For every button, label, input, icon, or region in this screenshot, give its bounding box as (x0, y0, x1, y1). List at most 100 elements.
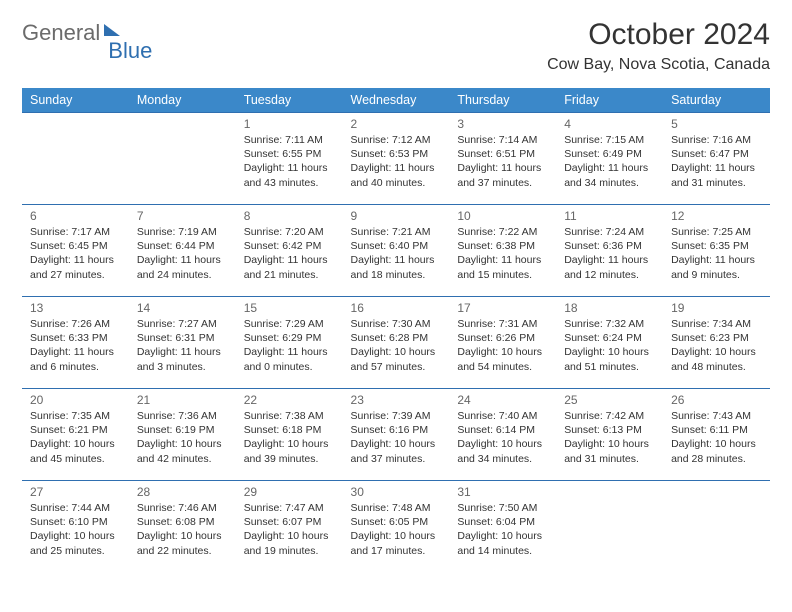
calendar-cell: 21Sunrise: 7:36 AMSunset: 6:19 PMDayligh… (129, 389, 236, 481)
calendar-cell: 15Sunrise: 7:29 AMSunset: 6:29 PMDayligh… (236, 297, 343, 389)
daylight-line: Daylight: 11 hours and 15 minutes. (457, 253, 548, 281)
sunrise-line: Sunrise: 7:29 AM (244, 317, 335, 331)
calendar-week-row: 6Sunrise: 7:17 AMSunset: 6:45 PMDaylight… (22, 205, 770, 297)
day-details: Sunrise: 7:29 AMSunset: 6:29 PMDaylight:… (244, 317, 335, 374)
sunset-line: Sunset: 6:31 PM (137, 331, 228, 345)
calendar-cell: 19 Sunrise: 7:34 AMSunset: 6:23 PMDayligh… (663, 297, 770, 389)
calendar-week-row: 27Sunrise: 7:44 AMSunset: 6:10 PMDayligh… (22, 481, 770, 573)
day-number: 21 (137, 393, 228, 407)
sunrise-line: Sunrise: 7:38 AM (244, 409, 335, 423)
day-number: 12 (671, 209, 762, 223)
daylight-line: Daylight: 11 hours and 43 minutes. (244, 161, 335, 189)
day-details: Sunrise: 7:22 AMSunset: 6:38 PMDaylight:… (457, 225, 548, 282)
day-details: Sunrise: 7:25 AMSunset: 6:35 PMDaylight:… (671, 225, 762, 282)
calendar-body: 1Sunrise: 7:11 AMSunset: 6:55 PMDaylight… (22, 113, 770, 573)
sunset-line: Sunset: 6:05 PM (351, 515, 442, 529)
calendar-cell: 7Sunrise: 7:19 AMSunset: 6:44 PMDaylight… (129, 205, 236, 297)
day-number: 10 (457, 209, 548, 223)
day-number: 13 (30, 301, 121, 315)
daylight-line: Daylight: 11 hours and 3 minutes. (137, 345, 228, 373)
day-details: Sunrise: 7:34 AMSunset: 6:23 PMDaylight:… (671, 317, 762, 374)
sunset-line: Sunset: 6:24 PM (564, 331, 655, 345)
calendar-cell: 22Sunrise: 7:38 AMSunset: 6:18 PMDayligh… (236, 389, 343, 481)
day-header: Wednesday (343, 88, 450, 113)
day-number: 2 (351, 117, 442, 131)
daylight-line: Daylight: 11 hours and 27 minutes. (30, 253, 121, 281)
day-number: 18 (564, 301, 655, 315)
calendar-cell (22, 113, 129, 205)
day-number: 30 (351, 485, 442, 499)
calendar-cell: 16 Sunrise: 7:30 AMSunset: 6:28 PMDayligh… (343, 297, 450, 389)
day-details: Sunrise: 7:38 AMSunset: 6:18 PMDaylight:… (244, 409, 335, 466)
day-number: 6 (30, 209, 121, 223)
calendar-cell: 12 Sunrise: 7:25 AMSunset: 6:35 PMDayligh… (663, 205, 770, 297)
day-number: 1 (244, 117, 335, 131)
daylight-line: Daylight: 10 hours and 14 minutes. (457, 529, 548, 557)
calendar-cell: 27Sunrise: 7:44 AMSunset: 6:10 PMDayligh… (22, 481, 129, 573)
sunset-line: Sunset: 6:36 PM (564, 239, 655, 253)
day-number: 19 (671, 301, 762, 315)
logo: General Blue (22, 18, 152, 64)
daylight-line: Daylight: 11 hours and 21 minutes. (244, 253, 335, 281)
calendar-cell: 10 Sunrise: 7:22 AMSunset: 6:38 PMDayligh… (449, 205, 556, 297)
sunrise-line: Sunrise: 7:20 AM (244, 225, 335, 239)
daylight-line: Daylight: 11 hours and 12 minutes. (564, 253, 655, 281)
sunset-line: Sunset: 6:19 PM (137, 423, 228, 437)
day-number: 23 (351, 393, 442, 407)
daylight-line: Daylight: 10 hours and 22 minutes. (137, 529, 228, 557)
sunset-line: Sunset: 6:47 PM (671, 147, 762, 161)
day-number: 26 (671, 393, 762, 407)
sunset-line: Sunset: 6:23 PM (671, 331, 762, 345)
calendar-table: Sunday Monday Tuesday Wednesday Thursday… (22, 88, 770, 573)
day-number: 25 (564, 393, 655, 407)
sunset-line: Sunset: 6:53 PM (351, 147, 442, 161)
sunset-line: Sunset: 6:45 PM (30, 239, 121, 253)
day-header: Saturday (663, 88, 770, 113)
day-number: 9 (351, 209, 442, 223)
sunrise-line: Sunrise: 7:17 AM (30, 225, 121, 239)
day-number: 8 (244, 209, 335, 223)
sunset-line: Sunset: 6:38 PM (457, 239, 548, 253)
logo-triangle-icon (104, 24, 120, 36)
day-details: Sunrise: 7:30 AMSunset: 6:28 PMDaylight:… (351, 317, 442, 374)
calendar-cell: 4Sunrise: 7:15 AMSunset: 6:49 PMDaylight… (556, 113, 663, 205)
day-number: 16 (351, 301, 442, 315)
sunrise-line: Sunrise: 7:39 AM (351, 409, 442, 423)
sunset-line: Sunset: 6:04 PM (457, 515, 548, 529)
daylight-line: Daylight: 11 hours and 34 minutes. (564, 161, 655, 189)
day-header: Friday (556, 88, 663, 113)
calendar-week-row: 13Sunrise: 7:26 AMSunset: 6:33 PMDayligh… (22, 297, 770, 389)
sunrise-line: Sunrise: 7:46 AM (137, 501, 228, 515)
day-details: Sunrise: 7:44 AMSunset: 6:10 PMDaylight:… (30, 501, 121, 558)
day-header: Thursday (449, 88, 556, 113)
daylight-line: Daylight: 10 hours and 17 minutes. (351, 529, 442, 557)
day-number: 3 (457, 117, 548, 131)
day-details: Sunrise: 7:15 AMSunset: 6:49 PMDaylight:… (564, 133, 655, 190)
sunrise-line: Sunrise: 7:36 AM (137, 409, 228, 423)
daylight-line: Daylight: 10 hours and 54 minutes. (457, 345, 548, 373)
day-details: Sunrise: 7:48 AMSunset: 6:05 PMDaylight:… (351, 501, 442, 558)
day-number: 29 (244, 485, 335, 499)
calendar-cell: 23Sunrise: 7:39 AMSunset: 6:16 PMDayligh… (343, 389, 450, 481)
day-number: 28 (137, 485, 228, 499)
calendar-cell: 17Sunrise: 7:31 AMSunset: 6:26 PMDayligh… (449, 297, 556, 389)
day-details: Sunrise: 7:12 AMSunset: 6:53 PMDaylight:… (351, 133, 442, 190)
daylight-line: Daylight: 10 hours and 31 minutes. (564, 437, 655, 465)
sunset-line: Sunset: 6:10 PM (30, 515, 121, 529)
calendar-cell: 13Sunrise: 7:26 AMSunset: 6:33 PMDayligh… (22, 297, 129, 389)
sunset-line: Sunset: 6:26 PM (457, 331, 548, 345)
day-number: 14 (137, 301, 228, 315)
daylight-line: Daylight: 10 hours and 45 minutes. (30, 437, 121, 465)
daylight-line: Daylight: 10 hours and 25 minutes. (30, 529, 121, 557)
daylight-line: Daylight: 11 hours and 9 minutes. (671, 253, 762, 281)
sunrise-line: Sunrise: 7:24 AM (564, 225, 655, 239)
logo-text-blue: Blue (108, 38, 152, 64)
daylight-line: Daylight: 10 hours and 57 minutes. (351, 345, 442, 373)
day-header-row: Sunday Monday Tuesday Wednesday Thursday… (22, 88, 770, 113)
sunset-line: Sunset: 6:21 PM (30, 423, 121, 437)
sunset-line: Sunset: 6:07 PM (244, 515, 335, 529)
calendar-cell: 11Sunrise: 7:24 AMSunset: 6:36 PMDayligh… (556, 205, 663, 297)
calendar-cell: 25Sunrise: 7:42 AMSunset: 6:13 PMDayligh… (556, 389, 663, 481)
daylight-line: Daylight: 10 hours and 51 minutes. (564, 345, 655, 373)
calendar-cell: 18Sunrise: 7:32 AMSunset: 6:24 PMDayligh… (556, 297, 663, 389)
